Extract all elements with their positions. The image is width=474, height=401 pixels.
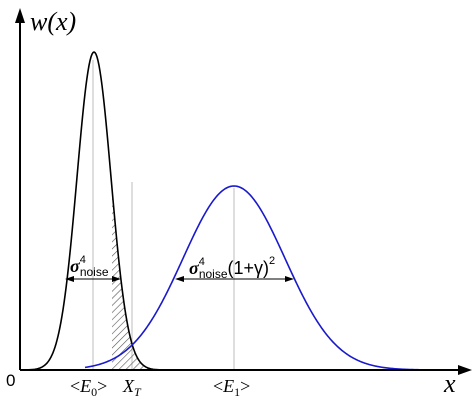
x-axis-arrow bbox=[458, 365, 472, 375]
origin-label: 0 bbox=[6, 371, 15, 390]
sigma-right-arrowhead-l bbox=[175, 276, 184, 282]
tick-xt-label: XT bbox=[122, 376, 142, 399]
tick-e1-label: <E1> bbox=[213, 376, 250, 399]
sigma-right-label: σ4 noise(1+γ)2 bbox=[189, 255, 275, 281]
y-axis-arrow bbox=[15, 8, 25, 23]
sigma-right-arrowhead-r bbox=[285, 276, 294, 282]
hatched-tail-area bbox=[112, 188, 160, 370]
tick-e0-label: <E0> bbox=[70, 376, 107, 399]
y-axis-label: w(x) bbox=[30, 7, 76, 36]
sigma-left-label: σ4 noise bbox=[70, 254, 109, 279]
x-axis-label: x bbox=[443, 369, 456, 398]
sigma-left-arrowhead-l bbox=[65, 276, 74, 282]
noise-distribution-curve bbox=[21, 51, 175, 371]
sigma-left-arrowhead-r bbox=[112, 276, 121, 282]
signal-distribution-curve bbox=[84, 185, 455, 371]
